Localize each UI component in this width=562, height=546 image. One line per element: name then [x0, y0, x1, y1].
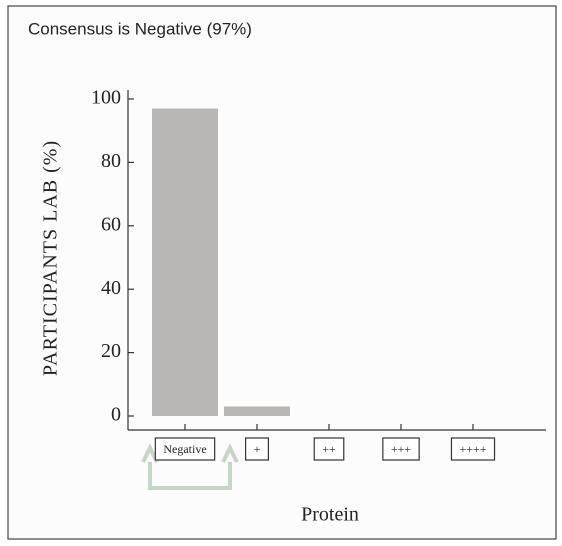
x-tick-label: +: [254, 442, 261, 456]
y-tick-label: 40: [101, 277, 121, 299]
chart-title: Consensus is Negative (97%): [28, 19, 252, 38]
bar: [224, 406, 290, 416]
y-tick-label: 0: [111, 404, 121, 426]
arrow-decoration: [141, 443, 239, 490]
bar: [152, 108, 218, 416]
x-axis-label: Protein: [301, 504, 359, 526]
category-box: [154, 437, 216, 461]
x-tick-label: ++++: [459, 442, 486, 456]
y-axis-label: PARTICIPANTS LAB (%): [40, 140, 62, 376]
y-tick-label: 100: [91, 87, 121, 109]
category-box: [450, 437, 496, 461]
category-box: [382, 437, 420, 461]
y-tick-label: 80: [101, 150, 121, 172]
category-box: [313, 437, 345, 461]
x-tick-label: ++: [322, 442, 336, 456]
x-tick-label: Negative: [163, 442, 206, 456]
y-tick-label: 60: [101, 213, 121, 235]
x-tick-label: +++: [391, 442, 412, 456]
y-tick-label: 20: [101, 340, 121, 362]
category-box: [245, 437, 269, 461]
